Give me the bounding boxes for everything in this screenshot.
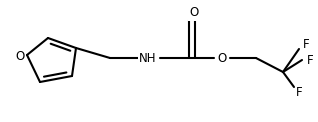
Text: O: O: [218, 51, 227, 65]
Text: NH: NH: [139, 51, 157, 65]
Text: F: F: [296, 86, 302, 98]
Text: F: F: [303, 37, 309, 51]
Text: O: O: [190, 6, 199, 20]
Text: F: F: [307, 54, 313, 66]
Text: O: O: [15, 51, 24, 63]
